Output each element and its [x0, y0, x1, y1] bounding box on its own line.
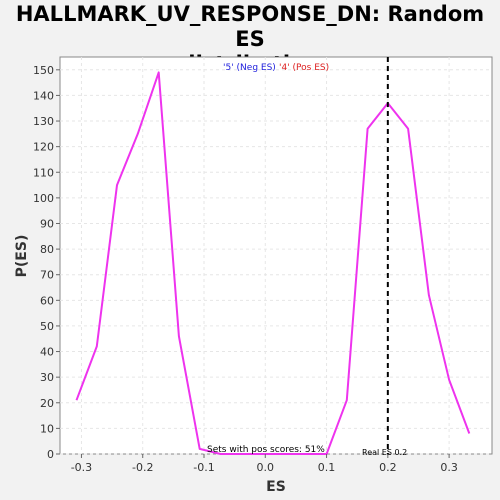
y-tick-label: 90: [40, 217, 54, 230]
y-tick-label: 120: [33, 141, 54, 154]
x-tick-label: -0.1: [193, 461, 214, 474]
series-line: [75, 71, 471, 455]
y-tick-label: 60: [40, 294, 54, 307]
y-tick-label: 50: [40, 320, 54, 333]
y-tick-label: 30: [40, 371, 54, 384]
y-tick-label: 100: [33, 192, 54, 205]
x-tick-label: -0.3: [71, 461, 92, 474]
x-tick-label: 0.0: [257, 461, 275, 474]
x-axis-label: ES: [266, 479, 286, 495]
legend-pos-es: '4' (Pos ES): [279, 63, 329, 73]
plot-background: [59, 56, 493, 455]
y-tick-label: 110: [33, 166, 54, 179]
y-tick-label: 70: [40, 269, 54, 282]
y-tick-label: 80: [40, 243, 54, 256]
x-tick-label: -0.2: [132, 461, 153, 474]
y-tick-label: 10: [40, 422, 54, 435]
y-tick-label: 150: [33, 64, 54, 77]
axes: 0 10 20 30 40 50 60 70 80 90 100 110 120 130 140 150 -0.…: [33, 64, 458, 474]
real-es-annotation: Real ES 0.2: [362, 448, 407, 457]
series-layer: [75, 71, 471, 455]
y-axis-label: P(ES): [14, 235, 30, 278]
legend-neg-es: '5' (Neg ES): [223, 63, 276, 73]
y-tick-label: 140: [33, 89, 54, 102]
x-tick-label: 0.2: [379, 461, 397, 474]
y-tick-label: 40: [40, 346, 54, 359]
x-tick-label: 0.3: [440, 461, 458, 474]
pos-scores-annotation: Sets with pos scores: 51%: [207, 445, 325, 455]
y-tick-label: 20: [40, 397, 54, 410]
y-tick-label: 130: [33, 115, 54, 128]
x-tick-label: 0.1: [318, 461, 336, 474]
chart-title-line-1: HALLMARK_UV_RESPONSE_DN: Random ES: [15, 2, 485, 51]
y-tick-label: 0: [47, 448, 54, 461]
